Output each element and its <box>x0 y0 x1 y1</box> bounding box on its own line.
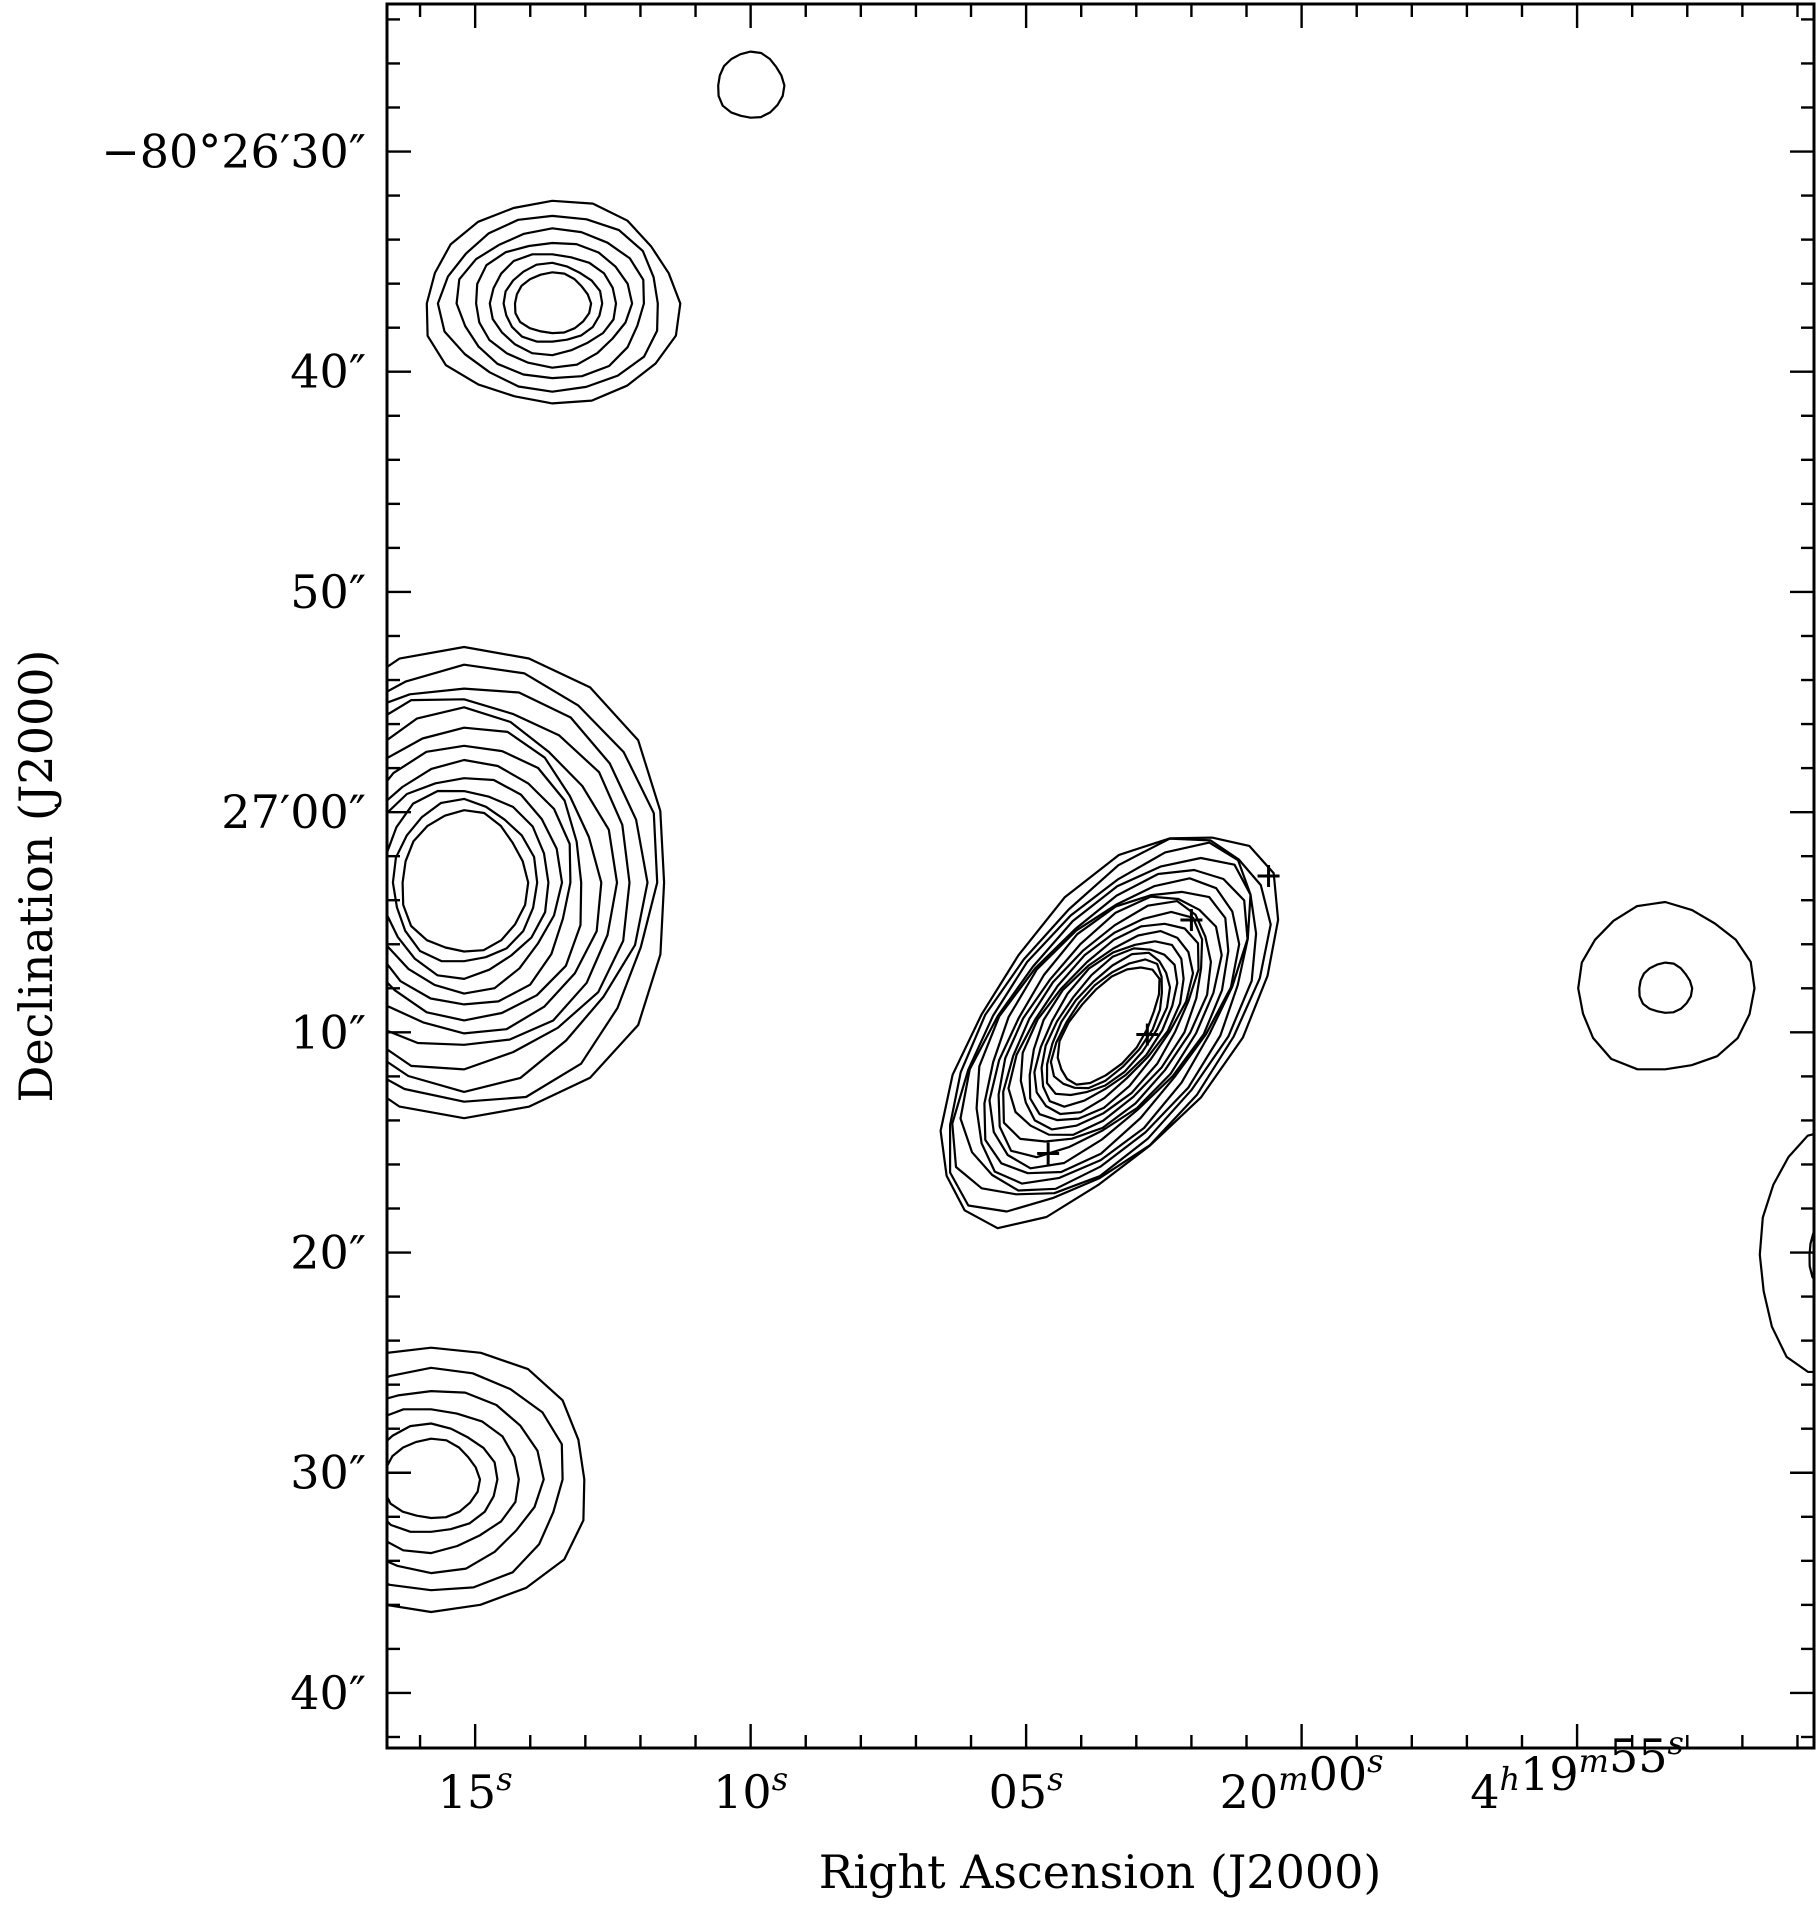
x-tick-label: 10s <box>713 1760 788 1819</box>
west-lobe-contour-8 <box>387 706 619 1046</box>
main-lobe-contour-14 <box>959 856 1252 1192</box>
east-blob-contour-1 <box>1638 961 1694 1014</box>
main-lobe-contour-12 <box>983 877 1241 1175</box>
southwest-blob-contour-3 <box>387 1408 520 1555</box>
east-blob-contour-2 <box>1577 900 1756 1071</box>
x-tick-label-part: 55 <box>1609 1729 1668 1783</box>
west-lobe-contour-5 <box>387 758 572 1006</box>
contour-lines <box>387 50 1814 1614</box>
main-lobe-contour-11 <box>988 890 1230 1170</box>
y-tick-labels: −80°26′30″ 40″ 50″ 27′00″ 10″ 20″ 30″ 40″ <box>101 125 366 1720</box>
main-lobe-contour-16 <box>948 837 1272 1213</box>
southwest-blob-contour-4 <box>387 1389 545 1575</box>
y-tick-label: 50″ <box>290 565 366 619</box>
west-lobe-contour-2 <box>391 797 539 963</box>
main-lobe-contour-1 <box>1056 966 1161 1086</box>
x-tick-label-sup: s <box>1047 1760 1063 1798</box>
x-tick-label: 15s <box>438 1760 513 1819</box>
west-lobe-contour-10 <box>387 687 649 1094</box>
top-blob-contour-1 <box>717 50 786 119</box>
x-tick-label: 05s <box>989 1760 1064 1819</box>
x-tick-label-sup: m <box>1278 1760 1308 1798</box>
x-tick-label-part: 4 <box>1470 1765 1499 1819</box>
x-tick-label-sup: h <box>1499 1760 1520 1798</box>
far-east-blob-contour-2 <box>1758 1132 1814 1374</box>
x-tick-label-part: 05 <box>989 1765 1048 1819</box>
main-lobe-contour-3 <box>1045 951 1172 1097</box>
north-blob-contour-3 <box>488 253 618 357</box>
west-lobe-contour-7 <box>387 726 603 1035</box>
north-blob-contour-6 <box>436 214 659 393</box>
north-blob-contour-5 <box>455 227 646 380</box>
main-lobe-contour-7 <box>1019 922 1200 1131</box>
y-tick-label: 40″ <box>290 1666 366 1720</box>
y-axis-title: Declination (J2000) <box>9 650 63 1103</box>
main-lobe-contour-13 <box>975 868 1249 1185</box>
x-tick-label-sup: s <box>1367 1742 1383 1780</box>
plot-frame <box>385 2 1816 1750</box>
y-tick-label: −80°26′30″ <box>101 125 366 179</box>
west-lobe-contour-1 <box>401 809 530 953</box>
x-tick-label: 4h19m55s <box>1470 1724 1684 1819</box>
x-tick-label-part: 00 <box>1309 1747 1368 1801</box>
y-tick-label: 27′00″ <box>221 785 366 839</box>
main-lobe-contour-6 <box>1028 929 1195 1122</box>
west-lobe-contour-6 <box>387 744 583 1022</box>
main-lobe-contour-2 <box>1049 958 1164 1090</box>
x-axis-title: Right Ascension (J2000) <box>819 1845 1382 1899</box>
x-tick-label-part: 20 <box>1220 1765 1279 1819</box>
x-tick-label: 20m00s <box>1220 1742 1384 1819</box>
main-lobe-contour-5 <box>1033 940 1185 1116</box>
main-lobe-contour-10 <box>997 895 1223 1159</box>
southwest-blob-contour-1 <box>387 1437 482 1520</box>
north-blob-contour-7 <box>425 199 682 405</box>
main-lobe-contour-9 <box>1002 899 1213 1143</box>
west-lobe-contour-12 <box>387 645 666 1120</box>
x-tick-label-part: 19 <box>1520 1747 1579 1801</box>
southwest-blob-contour-6 <box>387 1346 586 1614</box>
main-lobe-contour-8 <box>1007 910 1204 1136</box>
y-tick-label: 40″ <box>290 345 366 399</box>
x-tick-label-part: 10 <box>713 1765 772 1819</box>
axis-ticks <box>387 4 1814 1748</box>
west-lobe-contour-9 <box>387 698 631 1071</box>
x-tick-label-sup: s <box>496 1760 512 1798</box>
main-lobe-contour-15 <box>951 841 1258 1196</box>
main-lobe-contour-17 <box>939 836 1280 1230</box>
x-tick-label-part: 15 <box>438 1765 497 1819</box>
y-tick-label: 20″ <box>290 1226 366 1280</box>
southwest-blob-contour-5 <box>387 1366 564 1592</box>
source-markers <box>1037 865 1280 1165</box>
southwest-blob-contour-2 <box>387 1422 499 1533</box>
west-lobe-contour-4 <box>387 777 564 995</box>
north-blob-contour-4 <box>475 241 634 369</box>
y-tick-label: 10″ <box>290 1005 366 1059</box>
x-tick-label-sup: s <box>772 1760 788 1798</box>
west-lobe-contour-11 <box>387 663 659 1103</box>
main-lobe-contour-4 <box>1040 947 1179 1108</box>
far-east-blob-contour-1 <box>1808 1230 1814 1282</box>
west-lobe-contour-3 <box>387 789 550 981</box>
x-tick-label-sup: m <box>1579 1742 1609 1780</box>
north-blob-contour-1 <box>513 271 593 335</box>
x-tick-label-sup: s <box>1668 1724 1684 1762</box>
north-blob-contour-2 <box>502 261 604 343</box>
y-tick-label: 30″ <box>290 1446 366 1500</box>
